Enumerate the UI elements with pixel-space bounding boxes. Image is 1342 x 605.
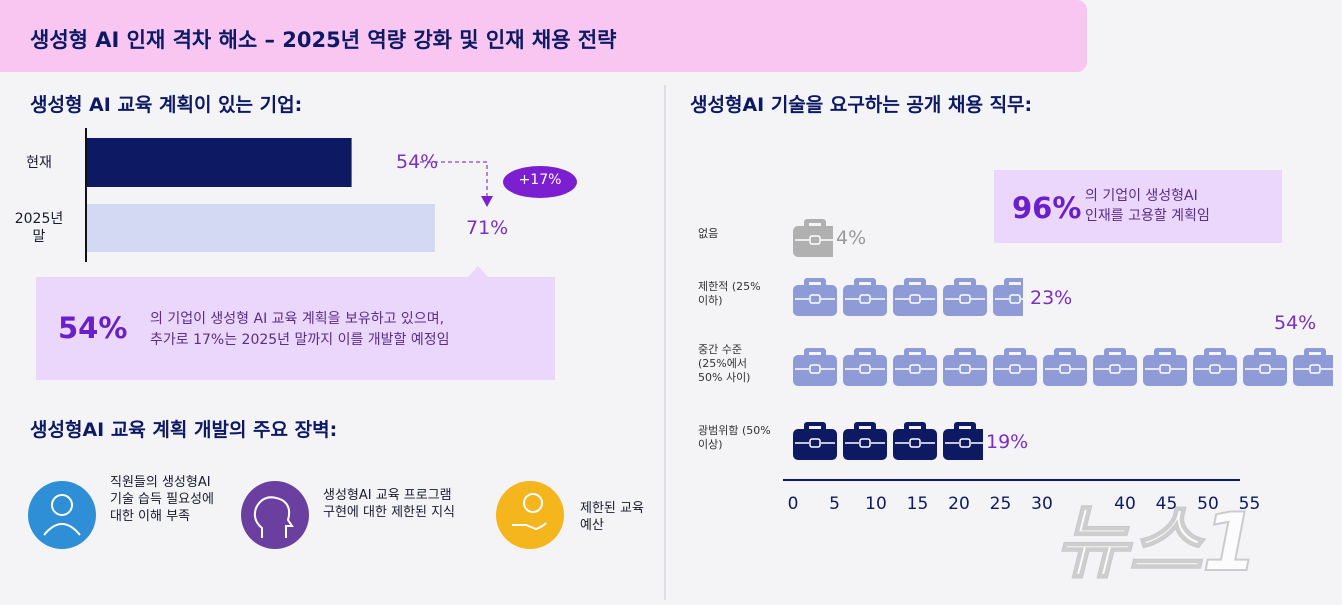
chart-title: 생성형 AI 교육 계획이 있는 기업: <box>30 94 303 116</box>
value-label: 19% <box>986 431 1029 453</box>
barrier-text: 직원들의 생성형AI 기술 습득 필요성에 대한 이해 부족 <box>110 475 214 524</box>
x-tick-label: 40 <box>1114 494 1136 514</box>
briefcase-icon <box>1093 347 1137 386</box>
x-tick-label: 15 <box>907 494 929 514</box>
barrier-text: 생성형AI 교육 프로그램 구현에 대한 제한된 지식 <box>323 488 455 520</box>
delta-label: +17% <box>518 172 562 188</box>
header-band <box>0 0 1087 72</box>
briefcase-icon <box>843 277 887 316</box>
pictogram-row <box>793 421 983 460</box>
callout-text: 인재를 고용할 계획임 <box>1085 208 1210 224</box>
briefcase-icon <box>893 421 937 460</box>
value-label: 23% <box>1030 287 1073 309</box>
delta-badge <box>503 166 577 198</box>
briefcase-icon <box>943 421 983 460</box>
briefcase-icon <box>793 347 837 386</box>
briefcase-icon <box>1043 347 1087 386</box>
pictogram-row <box>793 218 833 257</box>
briefcase-icon <box>843 421 887 460</box>
icon-glyph <box>512 522 547 531</box>
section-title: 생성형AI 교육 계획 개발의 주요 장벽: <box>30 419 338 441</box>
x-tick-label: 30 <box>1031 494 1053 514</box>
value-label: 54% <box>396 151 439 173</box>
briefcase-icon <box>1193 347 1237 386</box>
arrow-head <box>481 196 493 207</box>
callout-text: 의 기업이 생성형 AI 교육 계획을 보유하고 있으며, <box>150 311 445 327</box>
icon-glyph <box>253 496 294 538</box>
category-label: 2025년 말 <box>14 211 64 245</box>
category-label: 제한적 (25% 이하) <box>698 280 761 307</box>
page-title: 생성형 AI 인재 격차 해소 – 2025년 역량 강화 및 인재 채용 전략 <box>30 28 617 52</box>
callout-box <box>36 277 555 380</box>
x-tick-label: 25 <box>990 494 1012 514</box>
x-tick-label: 10 <box>865 494 887 514</box>
category-label: 현재 <box>26 154 52 171</box>
briefcase-icon <box>793 277 837 316</box>
briefcase-icon <box>793 218 833 257</box>
callout-value: 54% <box>58 311 128 345</box>
icon-head <box>241 481 309 549</box>
x-tick-label: 55 <box>1239 494 1261 514</box>
category-label: 없음 <box>698 227 719 240</box>
briefcase-icon <box>793 421 837 460</box>
briefcase-icon <box>943 347 987 386</box>
briefcase-icon <box>893 347 937 386</box>
callout-text: 추가로 17%는 2025년 말까지 이를 개발할 예정임 <box>150 332 450 348</box>
pictogram-row <box>793 277 1023 316</box>
icon-glyph <box>523 493 543 513</box>
watermark: 뉴스1 <box>1054 495 1259 590</box>
briefcase-icon <box>993 347 1037 386</box>
pictogram-row <box>793 347 1333 386</box>
briefcase-icon <box>1293 347 1333 386</box>
category-label: 중간 수준 (25%에서 50% 사이) <box>698 343 751 384</box>
briefcase-icon <box>843 347 887 386</box>
briefcase-icon <box>893 277 937 316</box>
chart-title: 생성형AI 기술을 요구하는 공개 채용 직무: <box>690 94 1033 116</box>
value-label: 4% <box>836 227 867 249</box>
briefcase-icon <box>1243 347 1287 386</box>
callout-value: 96% <box>1012 191 1082 225</box>
callout-pointer <box>468 266 488 277</box>
marks: 0 5 10 15 20 25 30 40 45 50 55 <box>87 138 1333 514</box>
callout-box <box>994 170 1282 243</box>
callout-text: 의 기업이 생성형AI <box>1085 188 1198 204</box>
x-tick-label: 45 <box>1156 494 1178 514</box>
icon-glyph <box>51 494 73 516</box>
x-tick-label: 50 <box>1197 494 1219 514</box>
bar <box>87 138 352 187</box>
category-label: 광범위함 (50%이상) <box>698 424 771 451</box>
value-label: 71% <box>466 217 509 239</box>
x-tick-label: 20 <box>948 494 970 514</box>
x-tick-label: 0 <box>788 494 799 514</box>
icon-budget <box>496 481 564 549</box>
briefcase-icon <box>1143 347 1187 386</box>
arrow <box>420 161 488 198</box>
barrier-text: 제한된 교육 예산 <box>580 501 644 533</box>
icon-glyph <box>43 523 81 536</box>
briefcase-icon <box>943 277 987 316</box>
x-tick-label: 5 <box>829 494 840 514</box>
bar <box>87 204 435 252</box>
value-label: 54% <box>1274 312 1317 334</box>
